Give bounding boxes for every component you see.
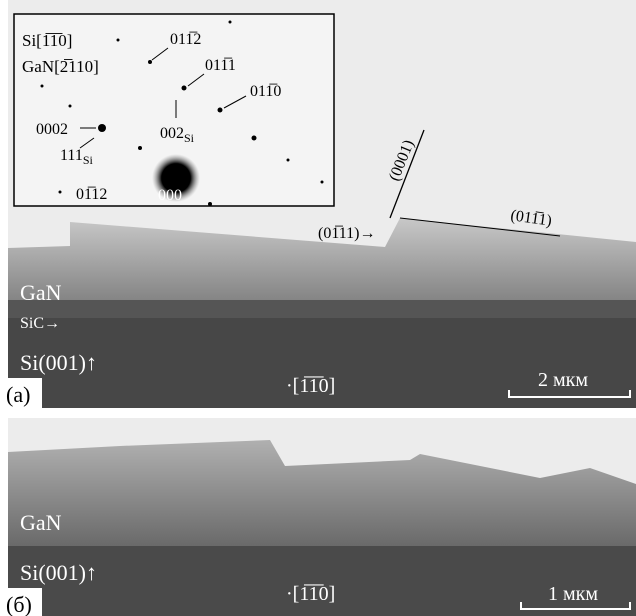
spot-label: 011̅2 — [170, 31, 201, 48]
spot-sub: Si — [184, 131, 195, 145]
spot-label: 0002 — [36, 121, 68, 138]
spot-label: 011̅0 — [250, 83, 281, 100]
layer-label: GaN — [20, 510, 62, 535]
sic-layer — [8, 300, 636, 318]
panel-label: (a) — [6, 382, 30, 407]
spot-index: 002 — [160, 125, 184, 142]
layer-label: GaN — [20, 280, 62, 305]
layer-label: Si(001)↑ — [20, 560, 97, 585]
panel-a: Si[1̅1̅0] GaN[2̅110] 011̅2 011̅1 011̅0 0… — [0, 0, 636, 408]
si-substrate — [8, 546, 636, 616]
scale-label: 1 мкм — [548, 583, 598, 605]
zone-axis: GaN[2̅110] — [22, 57, 99, 76]
scale-label: 2 мкм — [538, 369, 588, 391]
spot-sub: Si — [83, 153, 94, 167]
spot-label: 011̅1 — [205, 57, 236, 74]
page: {"panel_a":{"inset":{"zone_si":"Si[1̅1̅0… — [0, 0, 636, 616]
layer-label: SiC→ — [20, 315, 60, 332]
spot-label: 01̅12 — [76, 186, 107, 203]
layer-label: Si(001)↑ — [20, 350, 97, 375]
direction: ·[1̅1̅0] — [286, 583, 335, 605]
figure: Si[1̅1̅0] GaN[2̅110] 011̅2 011̅1 011̅0 0… — [0, 0, 636, 616]
panel-label: (б) — [6, 592, 32, 616]
zone-axis: Si[1̅1̅0] — [22, 31, 72, 50]
facet-label: (01̅11)→ — [318, 225, 375, 242]
spot-index: 111 — [60, 147, 83, 164]
panel-b: GaN Si(001)↑ (б) ·[1̅1̅0] 1 мкм — [0, 418, 636, 616]
direction: ·[1̅1̅0] — [286, 375, 335, 397]
spot-label: 000 — [158, 187, 182, 204]
